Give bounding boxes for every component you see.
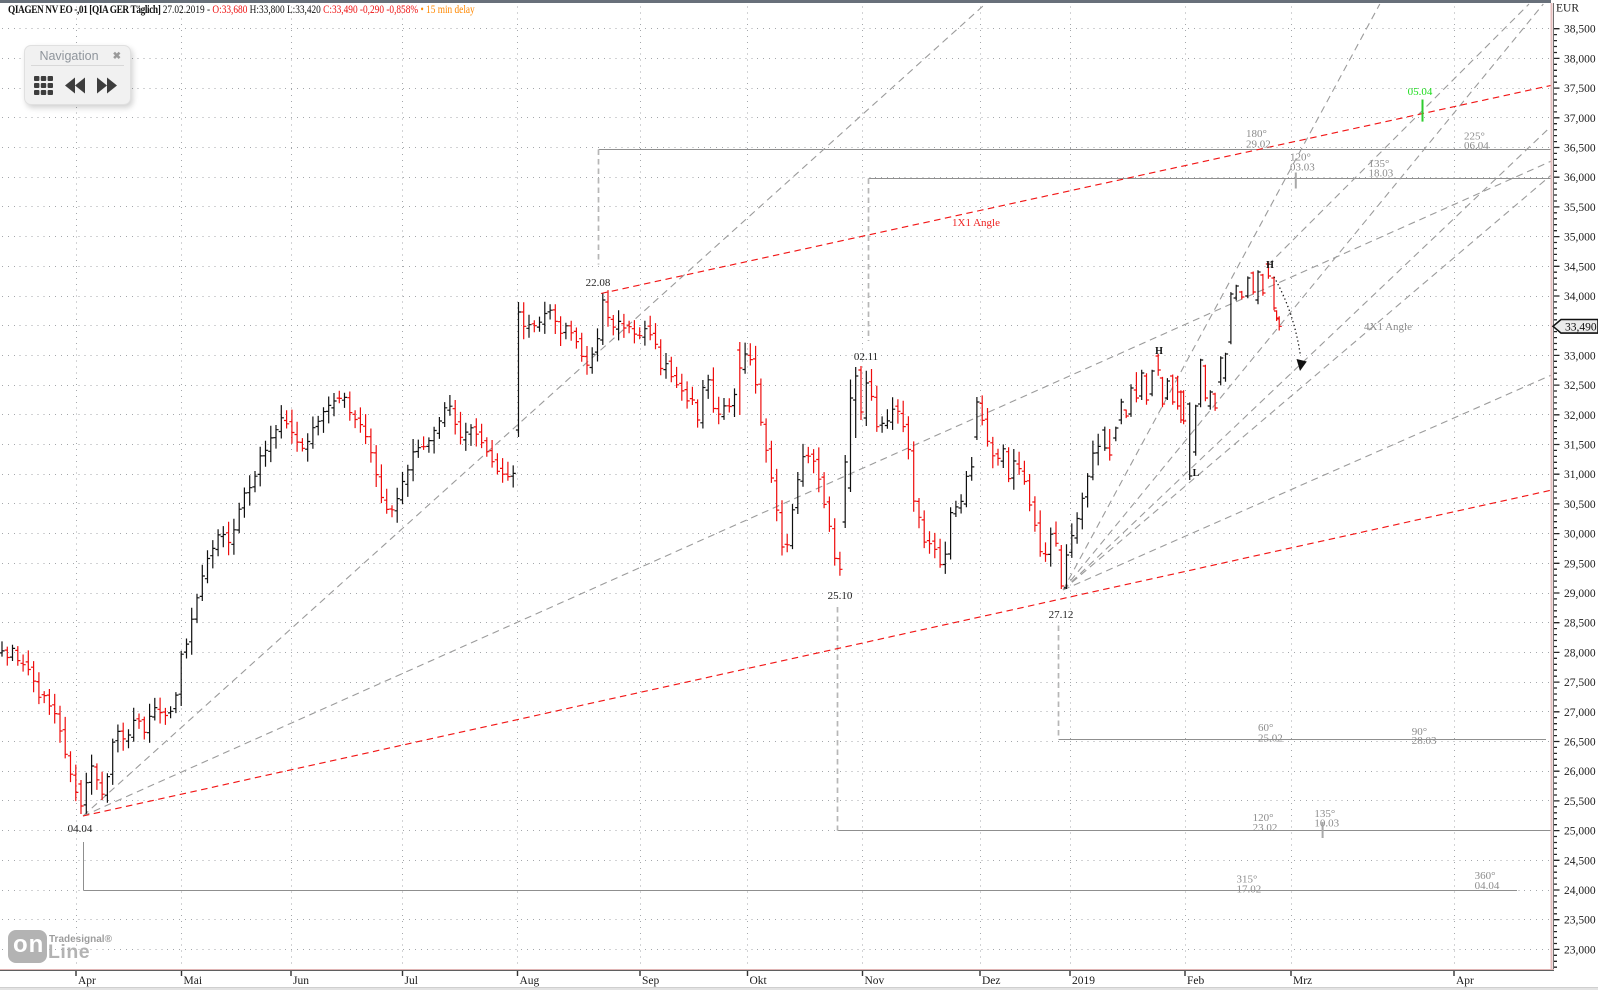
svg-text:120°: 120°: [1290, 152, 1311, 164]
svg-text:23,000: 23,000: [1564, 944, 1596, 956]
svg-text:26,500: 26,500: [1564, 737, 1596, 749]
svg-text:29,000: 29,000: [1564, 588, 1596, 600]
svg-text:31,500: 31,500: [1564, 440, 1596, 452]
svg-text:03.03: 03.03: [1290, 161, 1315, 173]
svg-text:38,000: 38,000: [1564, 53, 1596, 65]
svg-text:33,490: 33,490: [1565, 322, 1597, 334]
svg-text:18.03: 18.03: [1369, 168, 1394, 180]
svg-text:60°: 60°: [1258, 722, 1273, 734]
svg-text:135°: 135°: [1314, 808, 1335, 820]
svg-text:06.04: 06.04: [1464, 140, 1489, 152]
svg-text:1X1 Angle: 1X1 Angle: [952, 217, 1000, 229]
svg-text:32,000: 32,000: [1564, 410, 1596, 422]
svg-text:120°: 120°: [1253, 812, 1274, 824]
svg-text:29,500: 29,500: [1564, 558, 1596, 570]
svg-text:27,500: 27,500: [1564, 677, 1596, 689]
svg-text:05.04: 05.04: [1408, 86, 1433, 98]
svg-text:34,500: 34,500: [1564, 261, 1596, 273]
svg-text:90°: 90°: [1412, 726, 1427, 738]
svg-text:30,500: 30,500: [1564, 499, 1596, 511]
svg-text:Jun: Jun: [293, 975, 309, 987]
svg-text:26,000: 26,000: [1564, 766, 1596, 778]
svg-text:Jul: Jul: [405, 975, 418, 987]
svg-text:35,500: 35,500: [1564, 202, 1596, 214]
svg-text:04.04: 04.04: [1475, 880, 1500, 892]
svg-text:360°: 360°: [1475, 870, 1496, 882]
svg-text:31,000: 31,000: [1564, 469, 1596, 481]
svg-text:34,000: 34,000: [1564, 291, 1596, 303]
svg-text:Dez: Dez: [982, 975, 1001, 987]
svg-text:180°: 180°: [1246, 128, 1267, 140]
svg-text:17.02: 17.02: [1237, 884, 1262, 896]
svg-text:28,000: 28,000: [1564, 647, 1596, 659]
svg-text:Nov: Nov: [865, 975, 885, 987]
svg-text:37,000: 37,000: [1564, 113, 1596, 125]
svg-text:35,000: 35,000: [1564, 232, 1596, 244]
svg-text:25,500: 25,500: [1564, 796, 1596, 808]
svg-text:32,500: 32,500: [1564, 380, 1596, 392]
svg-text:Apr: Apr: [1456, 975, 1474, 987]
svg-text:25.10: 25.10: [828, 590, 853, 602]
svg-text:29.02: 29.02: [1246, 138, 1271, 150]
svg-text:30,000: 30,000: [1564, 529, 1596, 541]
svg-text:23.02: 23.02: [1253, 822, 1278, 834]
svg-text:25,000: 25,000: [1564, 826, 1596, 838]
svg-text:10.03: 10.03: [1314, 818, 1339, 830]
svg-text:36,000: 36,000: [1564, 172, 1596, 184]
svg-text:24,000: 24,000: [1564, 885, 1596, 897]
svg-text:23,500: 23,500: [1564, 915, 1596, 927]
svg-text:135°: 135°: [1369, 158, 1390, 170]
svg-text:4X1 Angle: 4X1 Angle: [1364, 321, 1412, 333]
svg-text:27,000: 27,000: [1564, 707, 1596, 719]
svg-text:38,500: 38,500: [1564, 24, 1596, 36]
svg-text:315°: 315°: [1237, 874, 1258, 886]
svg-text:2019: 2019: [1072, 975, 1095, 987]
svg-text:37,500: 37,500: [1564, 83, 1596, 95]
svg-text:225°: 225°: [1464, 131, 1485, 143]
svg-text:Mrz: Mrz: [1293, 975, 1312, 987]
svg-text:Sep: Sep: [642, 975, 660, 987]
svg-text:22.08: 22.08: [586, 277, 611, 289]
svg-text:33,000: 33,000: [1564, 350, 1596, 362]
svg-text:H: H: [1266, 260, 1274, 271]
svg-text:28.03: 28.03: [1412, 735, 1437, 747]
svg-text:27.12: 27.12: [1049, 609, 1074, 621]
svg-text:36,500: 36,500: [1564, 143, 1596, 155]
svg-text:25.02: 25.02: [1258, 732, 1283, 744]
svg-text:L: L: [1193, 468, 1200, 479]
svg-text:Apr: Apr: [78, 975, 96, 987]
svg-text:24,500: 24,500: [1564, 855, 1596, 867]
svg-text:H: H: [1155, 346, 1163, 357]
svg-text:28,500: 28,500: [1564, 618, 1596, 630]
svg-text:Feb: Feb: [1187, 975, 1205, 987]
svg-text:Aug: Aug: [520, 975, 540, 987]
svg-text:02.11: 02.11: [854, 351, 878, 363]
svg-text:Mai: Mai: [184, 975, 203, 987]
svg-text:EUR: EUR: [1556, 3, 1579, 15]
svg-text:Okt: Okt: [750, 975, 768, 987]
svg-text:04.04: 04.04: [68, 823, 93, 835]
